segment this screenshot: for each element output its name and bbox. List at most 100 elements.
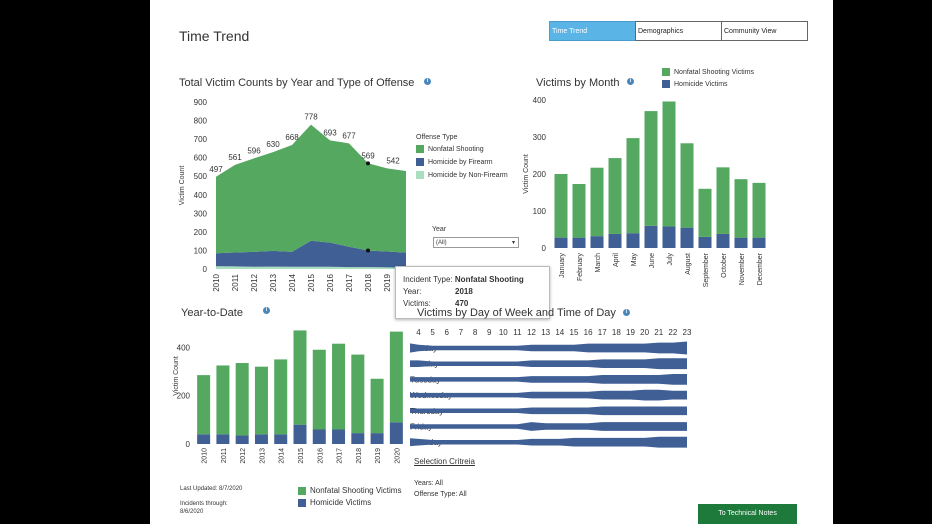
bar-homicide	[662, 226, 676, 248]
x-tick-label: September	[703, 252, 710, 287]
bar-homicide	[572, 237, 586, 248]
bar-nonfatal	[389, 331, 403, 423]
x-tick-label: March	[595, 253, 602, 273]
area-chart-title: Total Victim Counts by Year and Type of …	[179, 77, 415, 89]
legend-homicide-victims[interactable]: Homicide Victims	[662, 80, 728, 88]
hour-label: 10	[499, 328, 508, 337]
tooltip-value: Nonfatal Shooting	[454, 275, 524, 284]
hour-label: 15	[570, 328, 579, 337]
y-axis-label: Victim Count	[179, 166, 186, 206]
bar-nonfatal	[332, 343, 346, 430]
tab-community-view[interactable]: Community View	[721, 21, 808, 41]
y-tick-label: 0	[542, 244, 547, 253]
dow-chart: 01234567891011121314151617181920212223Su…	[410, 328, 692, 448]
tooltip-incident: Incident Type: Nonfatal Shooting	[403, 275, 524, 284]
heat-row-sunday	[410, 341, 687, 355]
bar-nonfatal	[716, 167, 730, 234]
y-tick-label: 100	[533, 207, 547, 216]
legend-label: Nonfatal Shooting Victims	[310, 486, 402, 495]
hour-label: 19	[626, 328, 635, 337]
legend-homicide-nonfirearm[interactable]: Homicide by Non-Firearm	[416, 171, 508, 179]
info-icon[interactable]: i	[424, 78, 431, 85]
info-icon[interactable]: i	[623, 309, 630, 316]
chevron-down-icon: ▾	[511, 240, 515, 246]
y-tick-label: 300	[194, 209, 208, 218]
hour-label: 14	[555, 328, 564, 337]
x-tick-label: 2010	[212, 273, 221, 291]
bar-homicide	[752, 237, 766, 248]
dow-chart-title: Victims by Day of Week and Time of Day	[417, 307, 616, 319]
x-tick-label: April	[613, 253, 620, 267]
x-tick-label: 2020	[394, 448, 401, 464]
criteria-value: All	[458, 491, 467, 498]
hour-label: 16	[584, 328, 593, 337]
bar-homicide	[332, 429, 346, 444]
x-tick-label: 2010	[202, 448, 209, 464]
data-label: 668	[285, 133, 299, 142]
bar-homicide	[389, 422, 403, 444]
x-tick-label: 2014	[279, 448, 286, 464]
hour-label: 20	[640, 328, 649, 337]
y-tick-label: 500	[194, 172, 208, 181]
hour-label: 9	[487, 328, 492, 337]
x-tick-label: 2012	[250, 273, 259, 291]
x-tick-label: January	[559, 253, 566, 278]
technical-notes-button[interactable]: To Technical Notes	[698, 504, 797, 524]
bar-homicide	[608, 233, 622, 248]
y-axis-label: Victim Count	[173, 356, 180, 396]
month-chart: 0 100 200 300 400 Victim Count January February…	[523, 96, 766, 287]
area-series-homicide-by-non-firearm	[216, 266, 406, 269]
info-icon[interactable]: i	[263, 307, 270, 314]
tab-demographics[interactable]: Demographics	[635, 21, 722, 41]
legend-swatch	[416, 158, 424, 166]
tab-time-trend[interactable]: Time Trend	[549, 21, 636, 41]
y-tick-label: 400	[533, 96, 547, 105]
x-tick-label: 2015	[298, 448, 305, 464]
bar-homicide	[312, 429, 326, 444]
heat-row-tuesday	[410, 374, 687, 385]
bar-homicide	[216, 434, 230, 444]
legend-homicide-firearm[interactable]: Homicide by Firearm	[416, 158, 493, 166]
heat-row-monday	[410, 358, 687, 370]
info-icon[interactable]: i	[627, 78, 634, 85]
bar-homicide	[197, 434, 211, 444]
legend-swatch	[416, 171, 424, 179]
last-updated: Last Updated: 8/7/2020	[180, 486, 243, 492]
hour-label: 11	[513, 328, 522, 337]
bar-nonfatal	[370, 378, 384, 434]
data-label: 497	[209, 165, 223, 174]
area-series-nonfatal-shooting	[216, 124, 406, 254]
legend-nonfatal[interactable]: Nonfatal Shooting	[416, 145, 484, 153]
bar-nonfatal	[698, 188, 712, 237]
hour-label: 7	[459, 328, 464, 337]
bar-nonfatal	[235, 363, 249, 436]
heat-row-saturday	[410, 436, 687, 448]
x-tick-label: 2016	[326, 273, 335, 291]
legend-label: Homicide by Non-Firearm	[428, 171, 508, 179]
legend-label: Nonfatal Shooting Victims	[674, 68, 755, 76]
bar-nonfatal	[590, 167, 604, 237]
y-tick-label: 0	[203, 265, 208, 274]
hour-label: 23	[683, 328, 692, 337]
offense-criteria: Offense Type: All	[414, 491, 467, 498]
y-tick-label: 200	[533, 170, 547, 179]
x-tick-label: 2019	[375, 448, 382, 464]
footer-legend-nonfatal[interactable]: Nonfatal Shooting Victims	[298, 486, 401, 495]
tooltip-victims: Victims:	[403, 299, 431, 308]
x-tick-label: 2014	[288, 273, 297, 291]
bar-homicide	[554, 237, 568, 248]
hour-label: 4	[416, 328, 421, 337]
year-filter-select[interactable]: (All) ▾	[433, 237, 519, 248]
x-tick-label: February	[577, 253, 584, 282]
ytd-chart: 0 200 400 Victim Count 2010 2011 2012 2013 2014 2…	[173, 330, 403, 464]
hour-label: 21	[654, 328, 663, 337]
legend-nonfatal-victims[interactable]: Nonfatal Shooting Victims	[662, 68, 754, 76]
criteria-label: Years:	[414, 480, 434, 487]
heat-row-thursday	[410, 406, 687, 416]
bar-nonfatal	[608, 158, 622, 234]
footer-legend-homicide[interactable]: Homicide Victims	[298, 498, 371, 507]
y-axis-label: Victim Count	[523, 154, 530, 194]
legend-swatch	[298, 486, 306, 495]
x-tick-label: 2016	[317, 448, 324, 464]
